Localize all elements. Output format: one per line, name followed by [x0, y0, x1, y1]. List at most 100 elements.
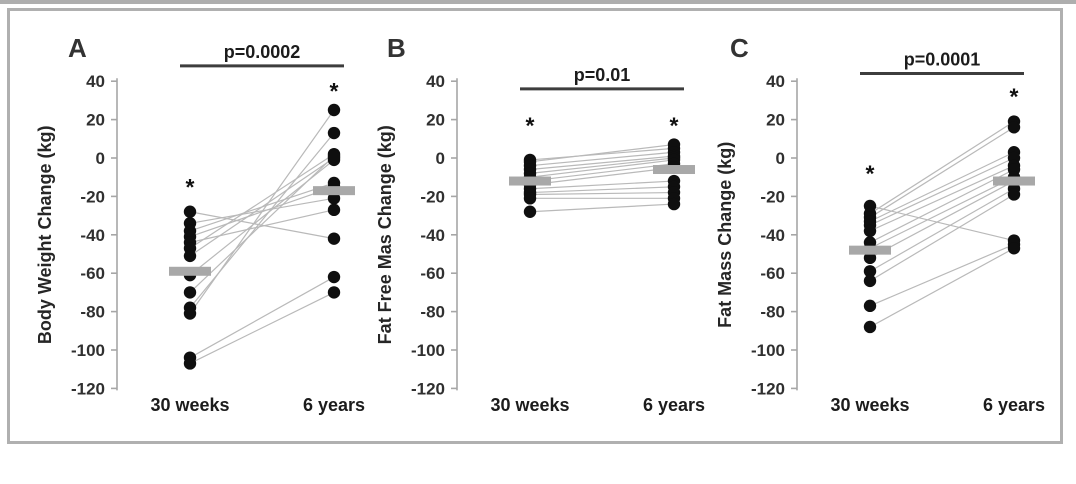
pair-line [529, 163, 675, 182]
y-tick-label: -20 [760, 187, 785, 206]
data-point [523, 205, 537, 218]
y-tick-label: -40 [420, 226, 445, 245]
panel-a-body-weight-chart: A 40 20 0 -20 -40 -60 -80 -100 -120 Body Weight Ch… [35, 33, 365, 415]
pair-line [529, 155, 675, 171]
data-point [327, 270, 341, 284]
pair-line [869, 188, 1015, 272]
y-tick-label: -60 [420, 264, 445, 283]
y-axis-title: Fat Free Mas Change (kg) [375, 125, 395, 344]
data-point [183, 307, 197, 320]
significance-asterisk: * [866, 160, 875, 186]
data-point [327, 286, 341, 299]
top-edge-line [0, 0, 1076, 4]
data-point [863, 265, 877, 278]
panel-letter: C [730, 33, 749, 63]
pair-line [189, 276, 335, 359]
pair-line [869, 176, 1015, 249]
pair-line [869, 247, 1015, 328]
y-tick-label: -80 [80, 303, 105, 322]
x-category-label: 30 weeks [830, 395, 909, 415]
pair-line [529, 159, 675, 178]
data-point [863, 251, 877, 265]
pair-line [529, 167, 675, 186]
data-point [327, 126, 341, 140]
y-axis-title: Body Weight Change (kg) [35, 125, 55, 344]
y-tick-label: -100 [411, 341, 445, 360]
y-tick-label: -120 [411, 379, 445, 398]
x-category-label: 30 weeks [150, 395, 229, 415]
panel-letter: A [68, 33, 87, 63]
y-tick-label: -120 [71, 379, 105, 398]
pair-line [869, 168, 1015, 244]
mean-bar [993, 176, 1035, 186]
y-tick-label: -60 [80, 264, 105, 283]
y-tick-label: 0 [776, 149, 785, 168]
y-tick-label: -60 [760, 264, 785, 283]
y-tick-label: -80 [420, 303, 445, 322]
p-value-label: p=0.0001 [904, 50, 981, 70]
significance-asterisk: * [670, 112, 679, 138]
p-value-label: p=0.01 [574, 65, 631, 85]
data-point [327, 149, 341, 163]
y-tick-label: 40 [86, 72, 105, 91]
y-tick-label: 40 [426, 72, 445, 91]
y-tick-label: -100 [751, 341, 785, 360]
mean-bar [169, 266, 211, 276]
data-point [327, 192, 341, 205]
x-category-label: 6 years [303, 395, 365, 415]
significance-asterisk: * [526, 112, 535, 138]
pair-line [189, 132, 335, 309]
pair-line [869, 205, 1015, 242]
x-category-label: 6 years [983, 395, 1045, 415]
pair-line [869, 151, 1015, 222]
pair-line [189, 153, 335, 249]
y-tick-label: 40 [766, 72, 785, 91]
pair-line [529, 151, 675, 167]
data-point [667, 197, 681, 211]
pair-line [189, 291, 335, 364]
pair-line [869, 165, 1015, 232]
y-tick-label: -20 [80, 187, 105, 206]
data-point [327, 203, 341, 217]
pair-line [189, 209, 335, 244]
y-tick-label: -80 [760, 303, 785, 322]
significance-asterisk: * [1010, 84, 1019, 110]
panel-c-fat-mass-chart: C 40 20 0 -20 -40 -60 -80 -100 -120 Fat Mass Chang… [715, 33, 1045, 415]
x-category-label: 6 years [643, 395, 705, 415]
pair-line [529, 191, 675, 196]
data-point [863, 224, 877, 238]
y-tick-label: -40 [760, 226, 785, 245]
y-tick-label: -40 [80, 226, 105, 245]
mean-bar [849, 245, 891, 255]
pair-line [189, 211, 335, 240]
pair-line [869, 121, 1015, 215]
mean-bar [313, 186, 355, 196]
pair-line [869, 126, 1015, 219]
pair-line [529, 203, 675, 213]
panel-b-fat-free-mass-chart: B 40 20 0 -20 -40 -60 -80 -100 -120 Fat Free Mas C… [375, 33, 705, 415]
mean-bar [509, 176, 551, 186]
y-axis-title: Fat Mass Change (kg) [715, 142, 735, 328]
data-point [1007, 121, 1021, 134]
y-tick-label: -20 [420, 187, 445, 206]
pair-line [869, 180, 1015, 259]
figure-frame: A 40 20 0 -20 -40 -60 -80 -100 -120 Body Weight Ch… [7, 8, 1063, 444]
pair-line [189, 109, 335, 314]
y-tick-label: 20 [86, 111, 105, 130]
panel-letter: B [387, 33, 406, 63]
pair-line [869, 193, 1015, 282]
x-category-label: 30 weeks [490, 395, 569, 415]
y-tick-label: -120 [751, 379, 785, 398]
data-point [327, 232, 341, 245]
data-point [327, 103, 341, 117]
significance-asterisk: * [186, 174, 195, 200]
y-tick-label: 0 [436, 149, 445, 168]
pair-line [189, 157, 335, 257]
pair-line [529, 157, 675, 174]
pair-line [529, 180, 675, 190]
data-point [863, 299, 877, 313]
y-tick-label: 20 [426, 111, 445, 130]
pair-line [529, 143, 675, 163]
data-point [863, 274, 877, 288]
